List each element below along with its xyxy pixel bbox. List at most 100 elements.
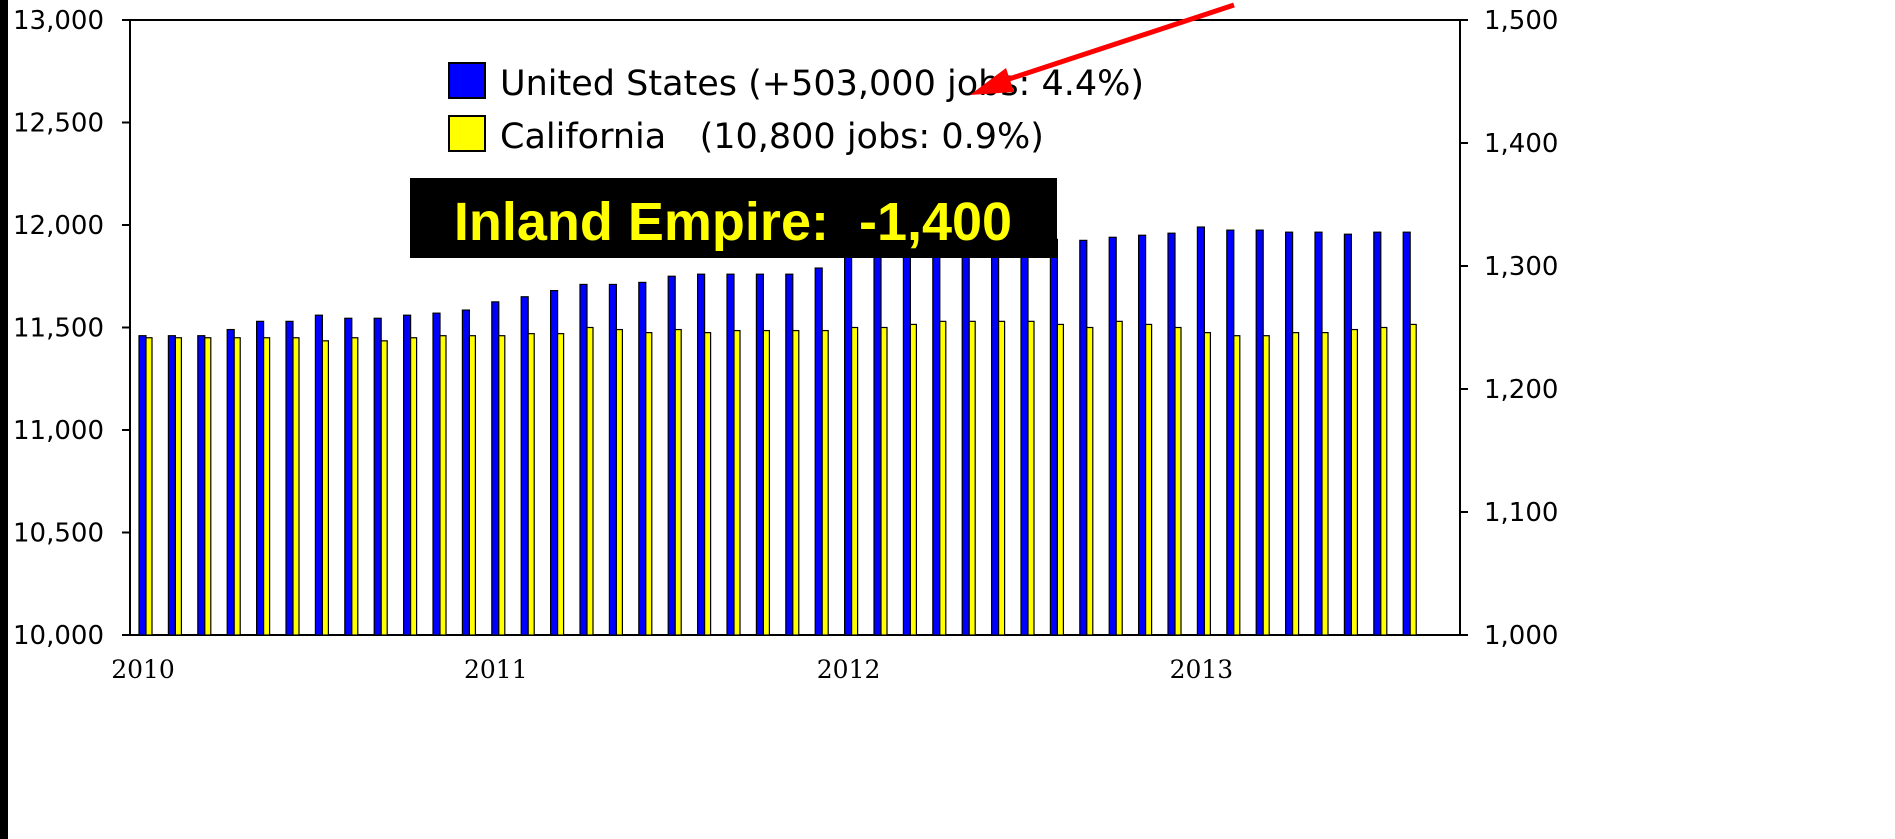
left-axis-tick-label: 10,500 xyxy=(13,519,104,549)
bar-california xyxy=(1115,320,1123,636)
bar-united-states xyxy=(1196,226,1206,636)
bar-united-states xyxy=(520,296,529,636)
bar-california xyxy=(1409,323,1417,636)
bar-united-states xyxy=(1314,231,1323,636)
legend-swatch-united-states xyxy=(448,62,486,99)
bar-united-states xyxy=(167,335,176,636)
bar-united-states xyxy=(432,312,441,636)
bar-california xyxy=(792,329,800,636)
bar-california xyxy=(145,337,153,636)
bar-united-states xyxy=(197,335,206,636)
bar-california xyxy=(1291,332,1300,636)
bars xyxy=(138,226,1417,636)
bar-california xyxy=(233,337,241,636)
bar-california xyxy=(174,337,182,636)
bar-california xyxy=(1233,335,1241,636)
bar-california xyxy=(733,329,741,636)
bar-united-states xyxy=(667,275,676,636)
left-axis-ticks: 10,000 10,500 11,000 11,500 12,000 12,500 13,0… xyxy=(13,6,130,651)
bar-california xyxy=(1262,335,1270,636)
bar-united-states xyxy=(461,309,470,636)
bar-california xyxy=(556,333,565,636)
callout-box xyxy=(410,178,1057,258)
bar-california xyxy=(850,326,859,636)
bar-united-states xyxy=(1108,236,1117,636)
bar-california xyxy=(880,326,888,636)
bar-united-states xyxy=(344,317,353,636)
right-axis-ticks: 1,000 1,100 1,200 1,300 1,400 1,500 xyxy=(1460,6,1558,651)
bar-california xyxy=(1203,332,1212,636)
bar-california xyxy=(527,333,535,636)
bar-united-states xyxy=(1167,232,1176,636)
bar-california xyxy=(997,320,1006,636)
bar-united-states xyxy=(256,320,265,636)
bar-california xyxy=(1086,326,1094,636)
bar-united-states xyxy=(373,317,382,636)
bar-united-states xyxy=(638,281,647,636)
bar-united-states xyxy=(138,335,147,636)
bar-united-states xyxy=(1343,233,1353,636)
bar-united-states xyxy=(1137,234,1147,636)
left-axis-tick-label: 13,000 xyxy=(13,6,104,36)
right-axis-tick-label: 1,400 xyxy=(1484,129,1558,159)
right-axis-tick-label: 1,100 xyxy=(1484,498,1558,528)
arrow-head xyxy=(970,68,1014,95)
bar-california xyxy=(586,326,594,636)
bar-united-states xyxy=(1284,231,1294,636)
bar-united-states xyxy=(285,320,294,636)
left-axis-tick-label: 12,500 xyxy=(13,109,104,139)
bar-united-states xyxy=(1373,231,1382,636)
bar-united-states xyxy=(961,242,970,636)
bar-united-states xyxy=(491,301,500,636)
bar-united-states xyxy=(755,273,765,636)
bar-united-states xyxy=(314,314,323,636)
bar-california xyxy=(615,328,624,636)
year-label: 2011 xyxy=(464,655,528,684)
bar-united-states xyxy=(696,273,706,636)
left-border xyxy=(0,0,8,839)
arrow-line xyxy=(999,2,1235,85)
bar-united-states xyxy=(873,251,882,636)
bar-california xyxy=(1144,323,1153,636)
bar-california xyxy=(1174,326,1182,636)
legend-swatch-california xyxy=(448,115,486,152)
bar-california xyxy=(1350,328,1359,636)
bar-california xyxy=(204,337,212,636)
bar-california xyxy=(468,335,476,636)
left-axis-tick-label: 11,500 xyxy=(13,314,104,344)
bar-united-states xyxy=(1079,239,1088,636)
bar-united-states xyxy=(403,314,412,636)
bar-california xyxy=(909,323,918,636)
year-label: 2012 xyxy=(817,655,881,684)
bar-united-states xyxy=(932,244,941,636)
bar-united-states xyxy=(1049,238,1059,636)
bar-united-states xyxy=(990,240,1000,636)
bar-united-states xyxy=(1255,229,1264,636)
bar-united-states xyxy=(1226,229,1235,636)
bar-california xyxy=(292,337,300,636)
bar-california xyxy=(263,337,271,636)
bar-united-states xyxy=(579,283,588,636)
bar-california xyxy=(439,335,447,636)
bar-california xyxy=(1321,332,1329,636)
bar-united-states xyxy=(902,246,912,636)
bar-california xyxy=(968,320,976,636)
bar-united-states xyxy=(785,273,794,636)
bar-california xyxy=(1027,320,1035,636)
bar-united-states xyxy=(226,328,235,636)
year-label: 2013 xyxy=(1170,655,1234,684)
bar-california xyxy=(674,328,682,636)
bar-california xyxy=(498,335,506,636)
bar-united-states xyxy=(726,273,735,636)
left-axis-tick-label: 12,000 xyxy=(13,211,104,241)
legend-label-california: California (10,800 jobs: 0.9%) xyxy=(500,117,1044,157)
bar-california xyxy=(410,337,418,636)
arrow-annotation xyxy=(970,2,1235,95)
right-axis-tick-label: 1,000 xyxy=(1484,621,1558,651)
bar-california xyxy=(762,329,771,636)
bar-united-states xyxy=(1020,240,1029,636)
legend-label-united-states: United States (+503,000 jobs: 4.4%) xyxy=(500,64,1144,104)
right-axis-tick-label: 1,300 xyxy=(1484,252,1558,282)
x-axis-labels: 2010 2011 2012 2013 xyxy=(111,655,1233,684)
